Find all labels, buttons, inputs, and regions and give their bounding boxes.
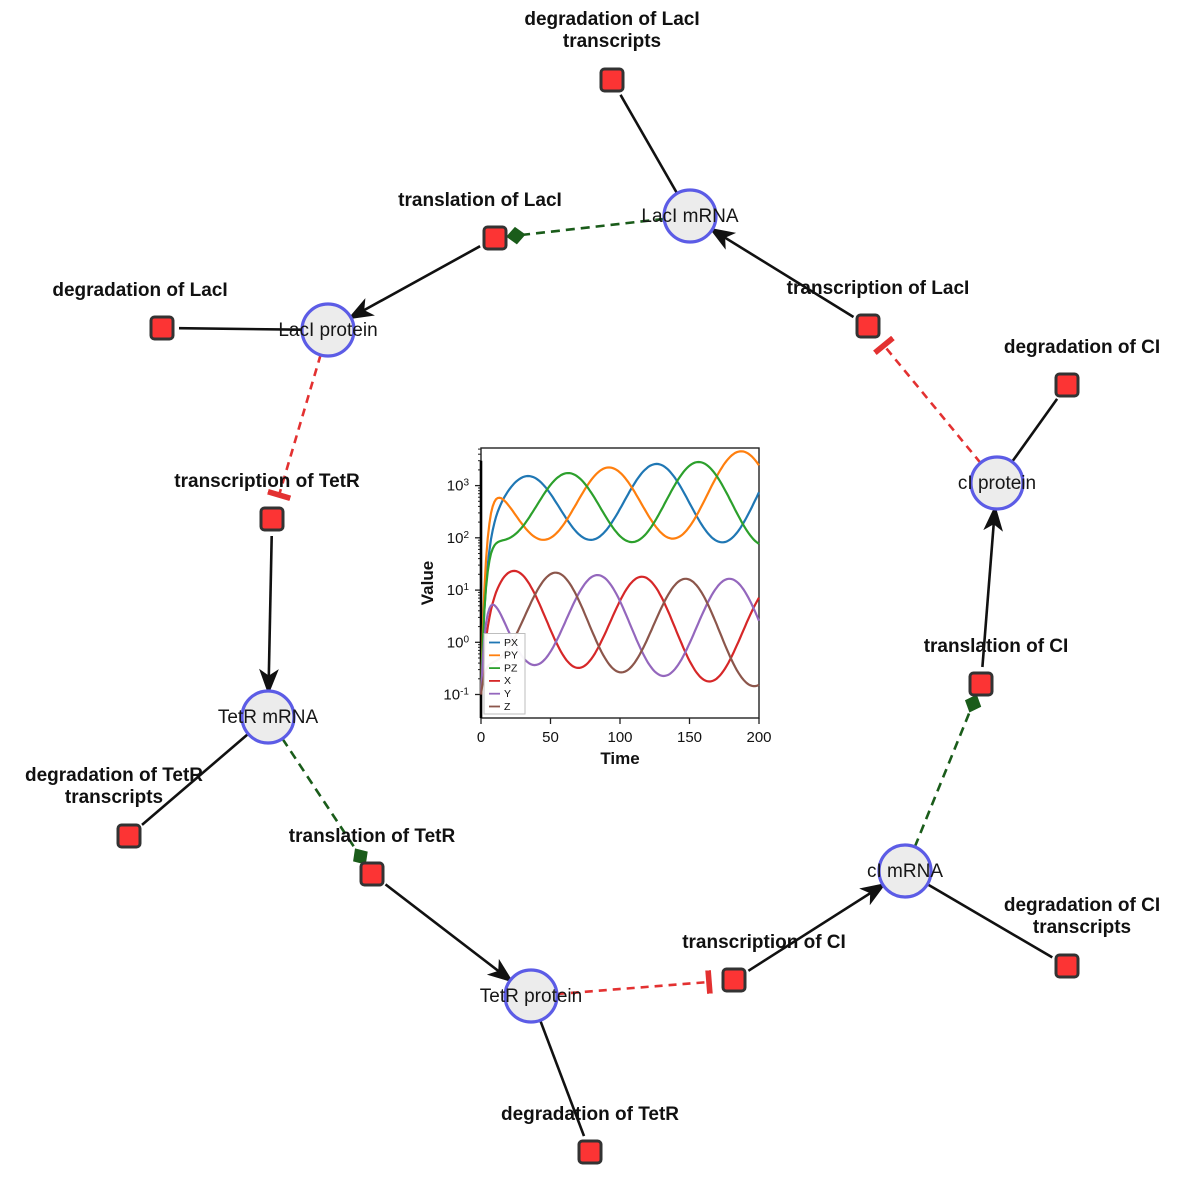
svg-text:150: 150 [677, 729, 702, 746]
svg-text:50: 50 [542, 729, 559, 746]
svg-text:LacI mRNA: LacI mRNA [641, 206, 738, 227]
svg-text:100: 100 [607, 729, 632, 746]
svg-text:200: 200 [746, 729, 771, 746]
svg-text:X: X [504, 675, 511, 687]
svg-text:Time: Time [600, 749, 639, 768]
svg-text:Z: Z [504, 701, 511, 713]
svg-text:LacI protein: LacI protein [278, 320, 377, 341]
svg-text:PX: PX [504, 637, 518, 649]
svg-text:PY: PY [504, 650, 518, 662]
svg-text:Value: Value [418, 561, 437, 605]
svg-text:TetR protein: TetR protein [480, 986, 582, 1007]
svg-text:101: 101 [447, 582, 470, 600]
svg-text:cI protein: cI protein [958, 473, 1036, 494]
svg-text:10-1: 10-1 [443, 686, 469, 704]
svg-text:0: 0 [477, 729, 485, 746]
svg-text:102: 102 [447, 529, 470, 547]
svg-text:cI mRNA: cI mRNA [867, 861, 943, 882]
svg-text:103: 103 [447, 477, 470, 495]
svg-text:Y: Y [504, 688, 511, 700]
svg-text:TetR mRNA: TetR mRNA [218, 707, 319, 728]
svg-text:100: 100 [447, 634, 470, 652]
svg-text:PZ: PZ [504, 662, 518, 674]
